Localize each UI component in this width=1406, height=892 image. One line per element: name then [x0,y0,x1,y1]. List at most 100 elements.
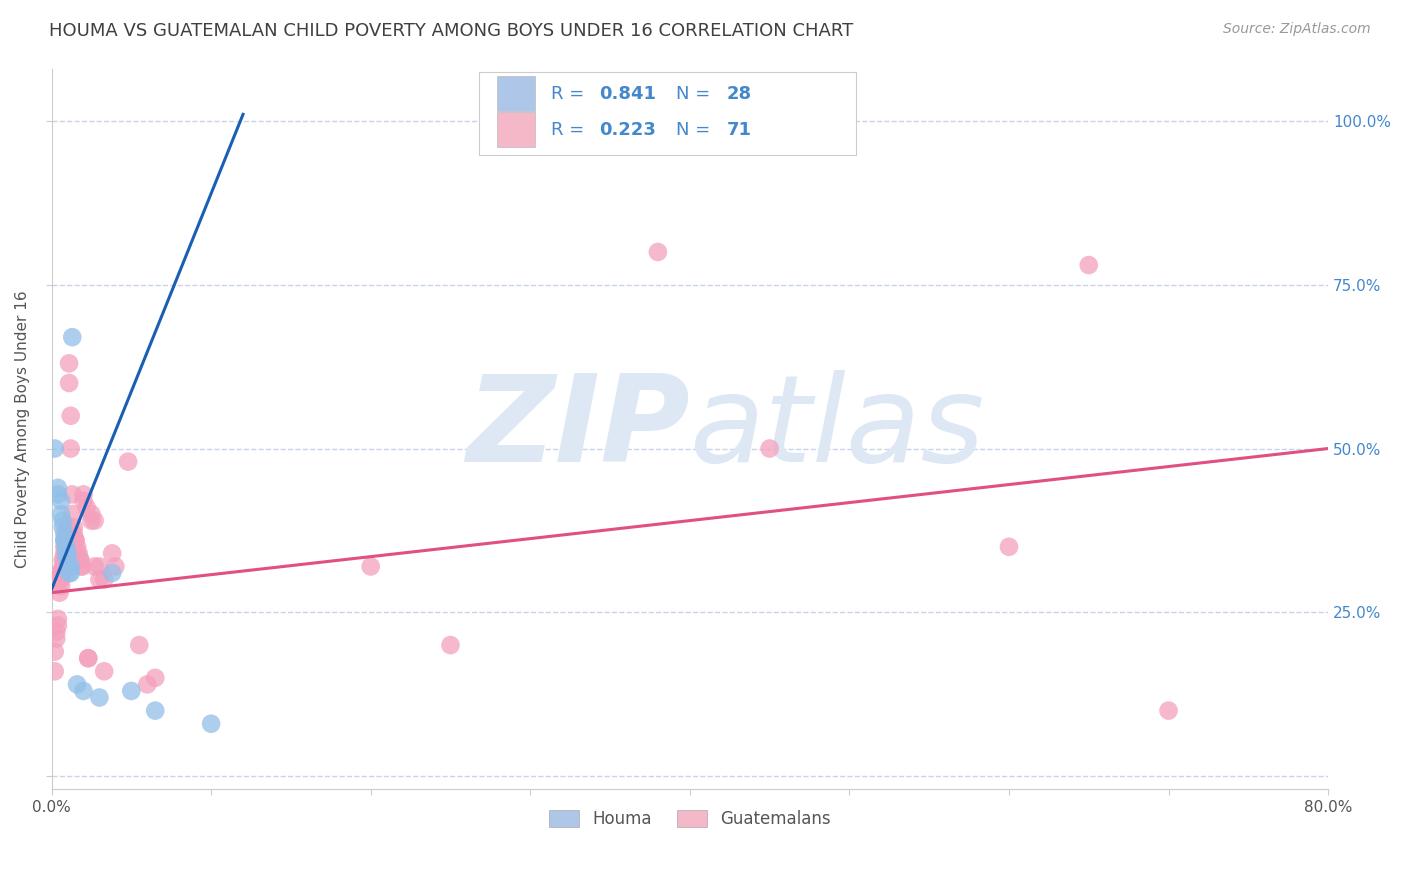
Point [53,553,76,567]
Point [55,533,77,548]
Text: N =: N = [676,120,716,139]
Point [136,677,159,691]
Point [117,455,139,469]
Point [143,671,166,685]
Point [45,624,67,639]
Point [60,330,83,344]
Text: N =: N = [676,85,716,103]
Point [59,566,82,580]
Point [72,494,94,508]
Point [80,514,103,528]
Point [128,638,150,652]
Point [44,665,66,679]
Point [59,559,82,574]
Point [49,494,72,508]
Point [55,526,77,541]
Point [93,665,115,679]
Point [58,559,80,574]
Point [49,579,72,593]
Point [89,559,111,574]
Text: 0.223: 0.223 [599,120,657,139]
Point [65,533,87,548]
Point [77,651,100,665]
Point [59,409,82,423]
Point [104,559,127,574]
Point [66,546,89,560]
Point [46,612,69,626]
Point [69,553,91,567]
Point [80,507,103,521]
Point [55,540,77,554]
Point [53,533,76,548]
Point [55,546,77,560]
Point [143,704,166,718]
Point [52,520,75,534]
Point [83,559,105,574]
Point [101,566,124,580]
Legend: Houma, Guatemalans: Houma, Guatemalans [543,804,838,835]
Point [101,546,124,560]
Point [49,573,72,587]
Point [56,553,79,567]
Point [52,514,75,528]
Point [93,573,115,587]
Point [56,520,79,534]
Text: R =: R = [551,120,589,139]
Text: ZIP: ZIP [465,370,690,487]
Point [439,638,461,652]
Point [52,566,75,580]
Point [56,553,79,567]
Bar [498,112,536,147]
Point [58,356,80,370]
Point [53,546,76,560]
Point [52,559,75,574]
Point [53,533,76,548]
Point [70,559,93,574]
Point [44,442,66,456]
FancyBboxPatch shape [479,72,856,155]
Point [69,553,91,567]
Text: 28: 28 [727,85,752,103]
Point [70,559,93,574]
Point [67,546,90,560]
Point [63,526,86,541]
Bar [498,77,536,111]
Point [67,553,90,567]
Point [48,585,70,599]
Text: HOUMA VS GUATEMALAN CHILD POVERTY AMONG BOYS UNDER 16 CORRELATION CHART: HOUMA VS GUATEMALAN CHILD POVERTY AMONG … [49,22,853,40]
Point [63,520,86,534]
Point [1157,704,1180,718]
Point [1077,258,1099,272]
Text: 0.841: 0.841 [599,85,657,103]
Point [77,651,100,665]
Point [56,546,79,560]
Text: atlas: atlas [690,370,986,487]
Point [46,618,69,632]
Point [65,533,87,548]
Point [89,690,111,705]
Y-axis label: Child Poverty Among Boys Under 16: Child Poverty Among Boys Under 16 [15,290,30,567]
Point [49,566,72,580]
Text: Source: ZipAtlas.com: Source: ZipAtlas.com [1223,22,1371,37]
Point [53,526,76,541]
Point [120,684,142,698]
Point [46,481,69,495]
Text: R =: R = [551,85,589,103]
Point [44,645,66,659]
Point [360,559,382,574]
Point [46,487,69,501]
Point [53,540,76,554]
Point [52,553,75,567]
Point [66,677,89,691]
Text: 71: 71 [727,120,752,139]
Point [55,540,77,554]
Point [66,540,89,554]
Point [72,684,94,698]
Point [60,487,83,501]
Point [56,526,79,541]
Point [48,566,70,580]
Point [758,442,780,456]
Point [58,376,80,390]
Point [58,566,80,580]
Point [45,632,67,646]
